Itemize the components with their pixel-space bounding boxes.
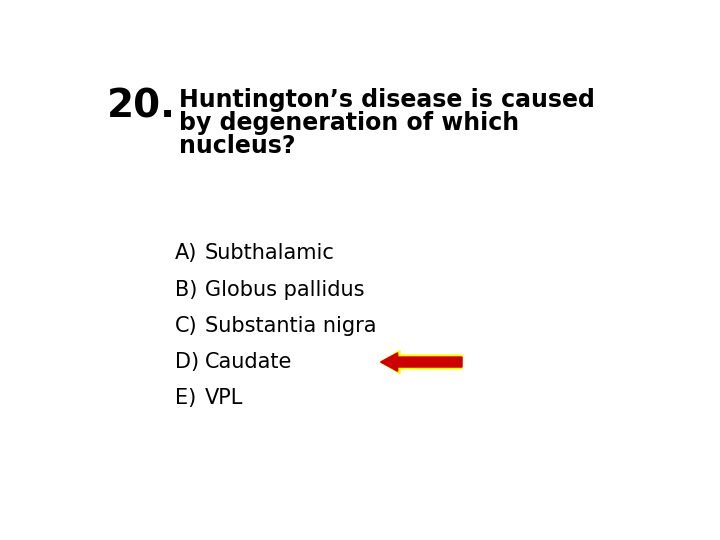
Text: E): E) [175, 388, 197, 408]
Text: Substantia nigra: Substantia nigra [204, 316, 376, 336]
Text: nucleus?: nucleus? [179, 134, 296, 158]
Text: Globus pallidus: Globus pallidus [204, 280, 364, 300]
Text: VPL: VPL [204, 388, 243, 408]
Text: Caudate: Caudate [204, 352, 292, 372]
Text: C): C) [175, 316, 198, 336]
Text: A): A) [175, 244, 197, 264]
Text: 20.: 20. [107, 88, 176, 126]
Text: by degeneration of which: by degeneration of which [179, 111, 519, 135]
FancyArrow shape [381, 353, 462, 372]
Text: D): D) [175, 352, 199, 372]
Text: B): B) [175, 280, 197, 300]
Text: Subthalamic: Subthalamic [204, 244, 335, 264]
Text: Huntington’s disease is caused: Huntington’s disease is caused [179, 88, 595, 112]
FancyArrow shape [381, 350, 462, 374]
